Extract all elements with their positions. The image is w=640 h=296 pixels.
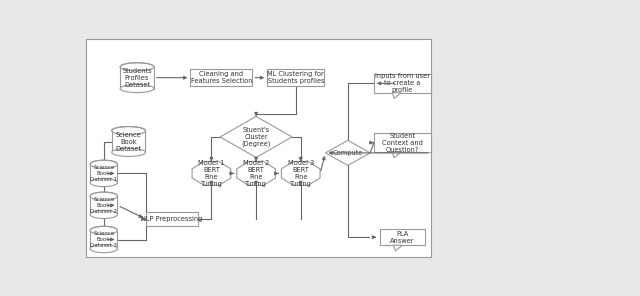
Text: Model 1
BERT
Fine
Tuning: Model 1 BERT Fine Tuning: [198, 160, 225, 187]
Ellipse shape: [120, 84, 154, 93]
Polygon shape: [394, 245, 403, 251]
Polygon shape: [282, 161, 320, 185]
Ellipse shape: [90, 178, 118, 187]
FancyBboxPatch shape: [268, 70, 324, 86]
FancyBboxPatch shape: [146, 212, 198, 226]
Ellipse shape: [90, 226, 118, 234]
Polygon shape: [220, 116, 292, 157]
Text: Stuent's
Cluster
(Degree): Stuent's Cluster (Degree): [241, 127, 271, 147]
Text: Science
Book
Dataset: Science Book Dataset: [116, 131, 141, 152]
Ellipse shape: [90, 244, 118, 253]
Text: Student
Context and
Question?: Student Context and Question?: [382, 133, 423, 153]
FancyBboxPatch shape: [112, 131, 145, 152]
Polygon shape: [392, 152, 401, 158]
Polygon shape: [326, 140, 370, 165]
Text: Model 2
BERT
Fine
Tuning: Model 2 BERT Fine Tuning: [243, 160, 269, 187]
Polygon shape: [392, 93, 401, 99]
Text: Cleaning and
Features Selection: Cleaning and Features Selection: [191, 71, 252, 84]
Ellipse shape: [120, 63, 154, 71]
Text: Model 3
BERT
Fine
Tuning: Model 3 BERT Fine Tuning: [287, 160, 314, 187]
FancyBboxPatch shape: [190, 70, 252, 86]
Text: Students
Profiles
Dataset: Students Profiles Dataset: [122, 68, 152, 88]
Ellipse shape: [112, 127, 145, 135]
Text: NLP Preprocessing: NLP Preprocessing: [141, 216, 202, 222]
Text: ML Clustering for
Students profiles: ML Clustering for Students profiles: [268, 71, 324, 84]
FancyBboxPatch shape: [90, 196, 118, 214]
Text: Compute: Compute: [333, 150, 363, 156]
Text: PLA
Answer: PLA Answer: [390, 231, 415, 244]
Ellipse shape: [90, 160, 118, 168]
Ellipse shape: [90, 192, 118, 200]
Text: Science
Book
Dataset 3: Science Book Dataset 3: [90, 231, 117, 248]
FancyBboxPatch shape: [90, 230, 118, 249]
Polygon shape: [237, 161, 275, 185]
Text: Science
Book
Dataset 1: Science Book Dataset 1: [90, 165, 117, 182]
FancyBboxPatch shape: [90, 164, 118, 183]
FancyBboxPatch shape: [86, 39, 431, 257]
FancyBboxPatch shape: [380, 229, 425, 245]
Polygon shape: [192, 161, 231, 185]
FancyBboxPatch shape: [374, 74, 431, 93]
FancyBboxPatch shape: [374, 133, 431, 152]
Text: Science
Book
Dataset 2: Science Book Dataset 2: [90, 197, 117, 214]
Text: Inputs from user
to create a
profile: Inputs from user to create a profile: [375, 73, 430, 93]
Ellipse shape: [112, 148, 145, 156]
Ellipse shape: [90, 210, 118, 218]
FancyBboxPatch shape: [120, 67, 154, 89]
